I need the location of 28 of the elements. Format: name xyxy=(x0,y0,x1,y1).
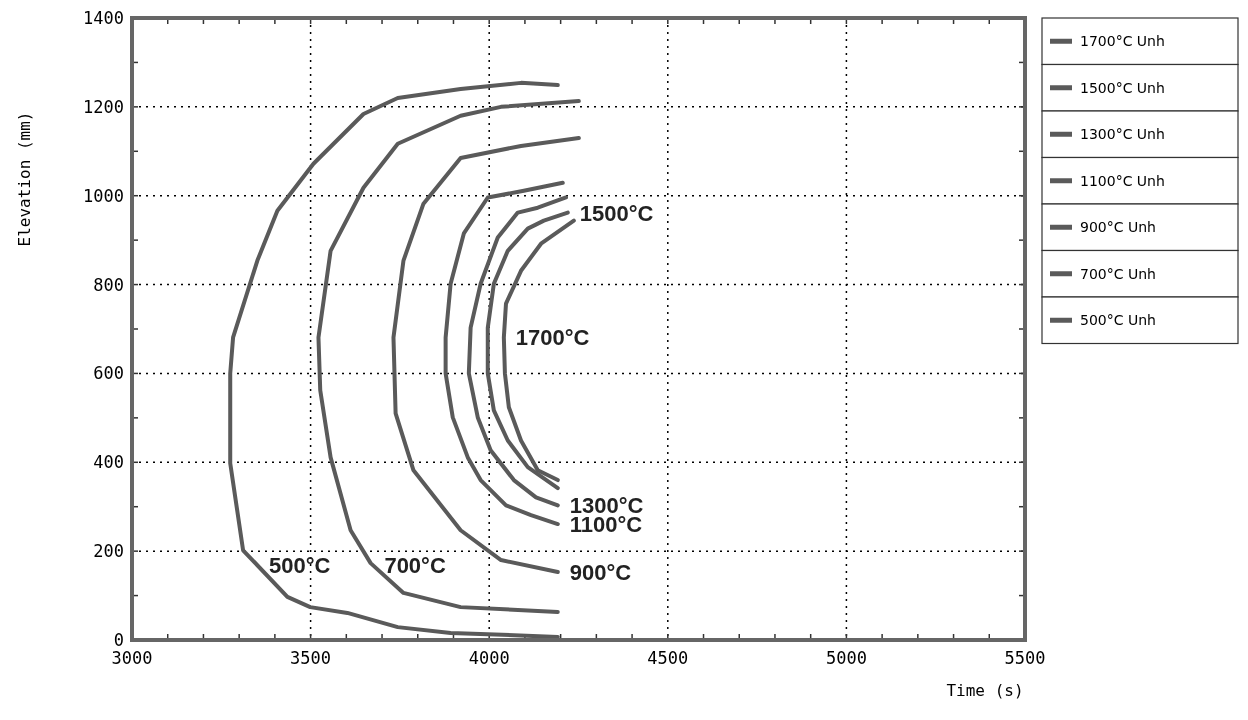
legend-label: 700°C Unh xyxy=(1080,265,1156,282)
annotation: 900°C xyxy=(569,560,632,586)
y-tick-label: 0 xyxy=(113,630,124,650)
x-tick-label: 3500 xyxy=(290,648,332,668)
legend-label: 1700°C Unh xyxy=(1080,33,1165,50)
legend-label: 1100°C Unh xyxy=(1080,172,1165,189)
annotation: 1500°C xyxy=(579,200,654,226)
y-tick-label: 1200 xyxy=(83,96,124,117)
annotation: 1700°C xyxy=(515,325,590,351)
legend-label: 1500°C Unh xyxy=(1080,79,1165,96)
x-tick-label: 5000 xyxy=(825,648,867,668)
y-tick-label: 400 xyxy=(93,452,124,473)
y-axis-title: Elevation (mm) xyxy=(15,111,34,247)
y-tick-label: 600 xyxy=(93,363,124,384)
x-tick-label: 5500 xyxy=(1004,648,1046,668)
y-tick-label: 1000 xyxy=(83,185,124,206)
y-tick-label: 200 xyxy=(93,541,124,562)
x-axis-title: Time (s) xyxy=(946,681,1024,700)
annotation: 700°C xyxy=(384,552,446,578)
x-tick-label: 3000 xyxy=(111,648,153,668)
y-tick-label: 1400 xyxy=(83,8,124,28)
x-tick-label: 4500 xyxy=(647,648,689,668)
x-tick-label: 4000 xyxy=(468,648,510,668)
annotation: 500°C xyxy=(269,552,331,578)
legend-label: 1300°C Unh xyxy=(1080,126,1165,143)
legend-label: 500°C Unh xyxy=(1080,312,1156,329)
legend-label: 900°C Unh xyxy=(1080,219,1156,236)
y-tick-label: 800 xyxy=(93,274,124,295)
